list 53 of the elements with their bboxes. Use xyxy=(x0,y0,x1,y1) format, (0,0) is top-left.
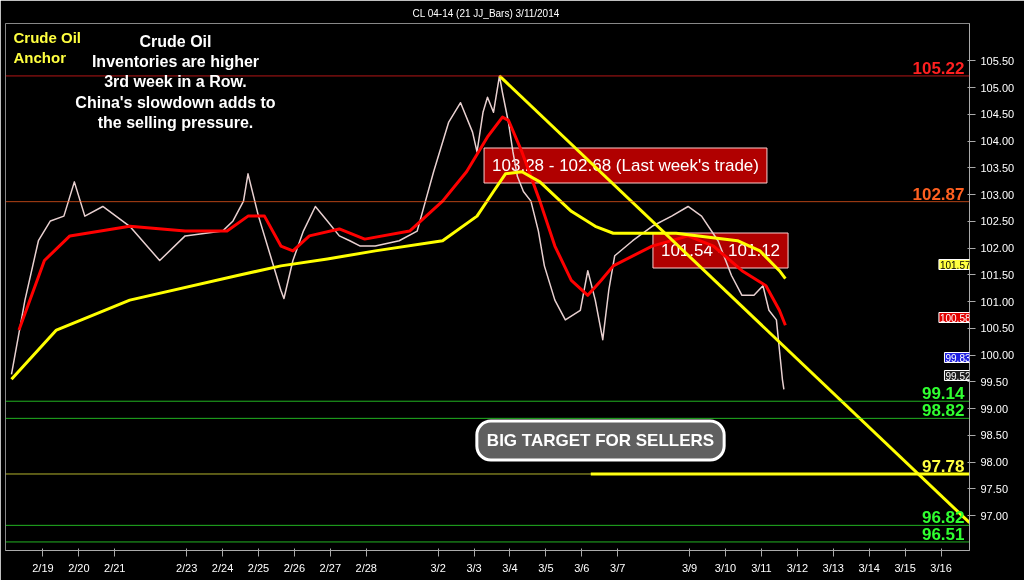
y-tick-label: 99.00 xyxy=(980,402,1009,415)
annotation: Crude Oil Anchor xyxy=(13,28,82,66)
y-tick-label: 99.50 xyxy=(980,375,1009,388)
x-tick-label: 2/20 xyxy=(68,561,90,574)
x-tick-label: 3/7 xyxy=(610,561,626,574)
annotation: BIG TARGET FOR SELLERS xyxy=(486,431,715,450)
x-tick-label: 2/25 xyxy=(247,561,270,574)
y-tick-label: 105.50 xyxy=(980,54,1015,67)
y-tick-label: 103.50 xyxy=(980,161,1015,174)
x-tick-label: 2/26 xyxy=(283,561,306,574)
y-tick-label: 104.00 xyxy=(980,135,1015,148)
y-tick-label: 98.50 xyxy=(980,429,1009,442)
y-tick-label: 102.00 xyxy=(980,242,1015,255)
y-tick-label: 97.50 xyxy=(980,482,1009,495)
x-tick-label: 2/19 xyxy=(32,561,54,574)
y-tick-label: 101.00 xyxy=(980,295,1015,308)
x-tick-label: 3/10 xyxy=(714,561,737,574)
x-tick-label: 2/24 xyxy=(211,561,234,574)
ref-line-label: 98.82 xyxy=(921,401,965,421)
y-tick-label: 98.00 xyxy=(980,456,1009,469)
x-tick-label: 3/4 xyxy=(502,561,518,574)
x-tick-label: 3/2 xyxy=(430,561,446,574)
x-tick-label: 3/13 xyxy=(822,561,844,574)
x-tick-label: 2/28 xyxy=(355,561,377,574)
x-tick-label: 3/5 xyxy=(538,561,554,574)
x-tick-label: 3/9 xyxy=(681,561,698,574)
y-tick-label: 97.00 xyxy=(980,509,1009,522)
x-tick-label: 2/27 xyxy=(319,561,342,574)
x-tick-label: 3/15 xyxy=(894,561,916,574)
chart-title: CL 04-14 (21 JJ_Bars) 3/11/2014 xyxy=(412,7,560,19)
x-tick-label: 3/6 xyxy=(574,561,590,574)
x-tick-label: 3/16 xyxy=(930,561,952,574)
x-tick-label: 3/11 xyxy=(751,561,772,574)
x-tick-label: 2/23 xyxy=(175,561,198,574)
y-tick-label: 103.00 xyxy=(980,188,1015,201)
x-tick-label: 3/3 xyxy=(466,561,482,574)
y-tick-label: 100.00 xyxy=(980,349,1015,362)
x-tick-label: 3/14 xyxy=(858,561,880,574)
x-tick-label: 2/21 xyxy=(104,561,126,574)
annotation: 99.52 xyxy=(945,370,971,382)
y-tick-label: 102.50 xyxy=(980,215,1015,228)
y-tick-label: 100.50 xyxy=(980,322,1015,335)
y-tick-label: 105.00 xyxy=(980,81,1015,94)
annotation: 100.58 xyxy=(939,312,971,324)
ref-line-label: 99.14 xyxy=(921,384,966,404)
annotation: 99.83 xyxy=(945,352,971,364)
ref-line-label: 105.22 xyxy=(912,58,965,78)
x-tick-label: 3/12 xyxy=(786,561,809,574)
y-tick-label: 104.50 xyxy=(980,108,1015,121)
ref-line-label: 102.87 xyxy=(912,184,965,204)
ref-line-label: 97.78 xyxy=(921,456,965,476)
annotation: 101.57 xyxy=(939,259,971,271)
y-tick-label: 101.50 xyxy=(980,268,1015,281)
